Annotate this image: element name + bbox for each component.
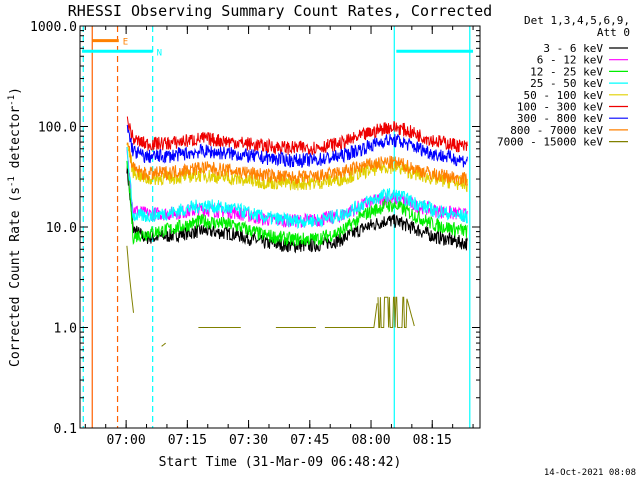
y-tick-label: 0.1 [54, 422, 77, 437]
y-tick-label: 1.0 [54, 322, 77, 337]
series-line-25-50-kev [126, 146, 468, 229]
series-line-300-800-kev [126, 124, 468, 168]
legend-entry: 12 - 25 keV [530, 65, 603, 78]
x-tick-label: 08:00 [351, 433, 390, 448]
x-tick-label: 07:30 [229, 433, 268, 448]
y-tick-label: 1000.0 [30, 20, 77, 35]
series-line-3-6-kev [126, 165, 468, 254]
x-tick-label: 07:15 [168, 433, 207, 448]
legend-header: Det 1,3,4,5,6,9, [524, 14, 630, 27]
legend-entry: 7000 - 15000 keV [497, 136, 603, 149]
y-tick-label: 10.0 [46, 221, 77, 236]
footer-date: 14-Oct-2021 08:08 [544, 468, 636, 478]
legend-entry: 300 - 800 keV [517, 112, 603, 125]
axes: 1000.0 100.0 10.0 1.0 0.1 07:00 07:15 07:30 07:4… [30, 20, 480, 448]
chart-title: RHESSI Observing Summary Count Rates, Co… [68, 2, 492, 20]
legend-entry: 3 - 6 keV [543, 42, 603, 55]
y-axis-label: Corrected Count Rate (s-1 detector-1) [7, 87, 23, 367]
plot-frame [79, 25, 481, 429]
legend-entry: 6 - 12 keV [537, 54, 604, 67]
series-line-800-7000-kev [126, 142, 468, 187]
series-line-100-300-kev [126, 116, 468, 156]
y-tick-label: 100.0 [38, 121, 77, 136]
flag-label: E [123, 38, 128, 48]
legend-header-att: Att 0 [597, 26, 630, 39]
legend-entry: 25 - 50 keV [530, 77, 603, 90]
series-line-12-25-kev [126, 160, 468, 247]
legend-entry: 50 - 100 keV [524, 89, 604, 102]
x-axis-label: Start Time (31-Mar-09 06:48:42) [159, 455, 402, 470]
x-tick-label: 07:00 [107, 433, 146, 448]
legend-entry: 800 - 7000 keV [510, 124, 603, 137]
legend-entry: 100 - 300 keV [517, 101, 603, 114]
series-line-7000-15000-kev [126, 245, 415, 347]
x-tick-label: 08:15 [413, 433, 452, 448]
plot-marks: EN [82, 26, 474, 428]
flag-label: N [157, 48, 162, 58]
x-tick-label: 07:45 [290, 433, 329, 448]
